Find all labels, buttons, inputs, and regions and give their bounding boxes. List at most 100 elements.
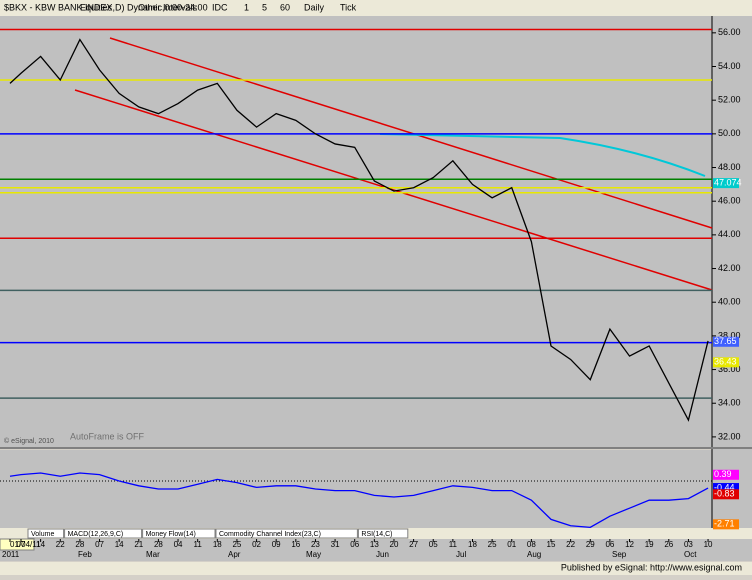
y-tick-label: 34.00 [718,398,741,408]
x-tick-label: 28 [75,540,84,549]
month-label: Jun [376,550,389,559]
x-tick-label: 10 [704,540,713,549]
y-tick-label: 50.00 [718,128,741,138]
x-tick-label: 07 [95,540,104,549]
y-axis [712,16,752,528]
month-label: 2011 [2,550,20,559]
tab[interactable] [27,528,65,539]
x-tick-label: 15 [547,540,556,549]
month-label: Jul [456,550,466,559]
y-tick-label: 32.00 [718,431,741,441]
x-tick-label: 25 [232,540,241,549]
macd-pane [0,450,712,528]
value-box-label: 37.65 [714,336,737,346]
tab[interactable] [215,528,358,539]
x-tick-label: 13 [370,540,379,549]
x-tick-label: 01 [507,540,516,549]
month-label: Oct [684,550,697,559]
value-box [713,178,739,189]
price-pane [0,16,712,447]
x-tick-label: 03 [684,540,693,549]
month-label: Aug [527,550,541,559]
x-tick-label: 26 [664,540,673,549]
x-tick-label: 27 [409,540,418,549]
value-box [713,489,739,500]
y-tick-label: 36.00 [718,364,741,374]
x-tick-label: 06 [605,540,614,549]
value-box-label: 36.43 [714,357,737,367]
moving-average [379,133,706,177]
x-tick-label: 22 [566,540,575,549]
value-box-label: 47.074 [714,177,742,187]
y-tick-label: 38.00 [718,330,741,340]
y-tick-label: 56.00 [718,27,741,37]
tab-label[interactable]: MACD(12,26,9,C) [68,531,124,538]
y-tick-label: 46.00 [718,196,741,206]
status-bar [0,562,752,575]
x-tick-label: 04 [174,540,183,549]
x-tick-label: 19 [645,540,654,549]
x-tick-label: 12 [625,540,634,549]
x-tick-label: 23 [311,540,320,549]
x-tick-label: 02 [252,540,261,549]
y-tick-label: 48.00 [718,162,741,172]
x-tick-label: 18 [468,540,477,549]
x-tick-label: 16 [291,540,300,549]
toolbar-item[interactable]: Equities [80,2,113,12]
tab-label[interactable]: Money Flow(14) [146,531,196,538]
toolbar-item[interactable]: 5 [262,2,267,12]
value-box-label: 0.39 [714,469,732,479]
x-tick-label: 31 [331,540,340,549]
status-text: Published by eSignal: http://www.esignal… [561,562,742,572]
value-box [713,469,739,480]
annotation: © eSignal, 2010 [4,437,54,445]
x-tick-label: 14 [115,540,124,549]
y-tick-label: 54.00 [718,61,741,71]
date-box [0,538,35,551]
annotation: AutoFrame is OFF [70,431,145,441]
x-tick-label: 05 [429,540,438,549]
x-tick-label: 06 [350,540,359,549]
x-tick-label: 22 [56,540,65,549]
y-tick-label: 40.00 [718,297,741,307]
x-tick-label: 29 [586,540,595,549]
tab[interactable] [142,528,216,539]
toolbar-item[interactable]: Tick [340,2,357,12]
tab-label[interactable]: Commodity Channel Index(23,C) [219,531,321,538]
symbol[interactable]: $BKX - KBW BANK INDEX,D) Dynamic,0:00-24… [4,2,208,12]
toolbar-item[interactable]: Daily [304,2,325,12]
x-tick-label: 07 [17,540,26,549]
month-label: Feb [78,550,92,559]
y-tick-label: 44.00 [718,229,741,239]
tab[interactable] [357,528,409,539]
tab-label[interactable]: RSI(14,C) [361,531,392,538]
y-tick-label: 42.00 [718,263,741,273]
tab[interactable] [64,528,143,539]
date-axis [0,539,752,561]
toolbar-item[interactable]: IDC [212,2,228,12]
toolbar-item[interactable]: 1 [244,2,249,12]
toolbar-item[interactable]: 60 [280,2,290,12]
trendline [74,89,713,291]
value-box [713,519,739,530]
value-box [713,336,739,347]
y-tick-label: 52.00 [718,95,741,105]
trendline [109,37,713,229]
x-tick-label: 28 [154,540,163,549]
tab-label[interactable]: Volume [31,531,54,538]
x-tick-label: 09 [272,540,281,549]
value-box [713,483,739,494]
x-tick-label: 20 [390,540,399,549]
value-box-label: -0.44 [714,482,735,492]
month-label: Mar [146,550,160,559]
x-tick-label: 18 [213,540,222,549]
x-tick-label: 14 [36,540,45,549]
x-tick-label: 01/04/11 [10,540,41,549]
toolbar-item[interactable]: Other Intervals [138,2,198,12]
value-box-label: -0.83 [714,489,735,499]
toolbar [0,0,752,16]
x-tick-label: 11 [194,540,203,549]
x-tick-label: 11 [449,540,458,549]
